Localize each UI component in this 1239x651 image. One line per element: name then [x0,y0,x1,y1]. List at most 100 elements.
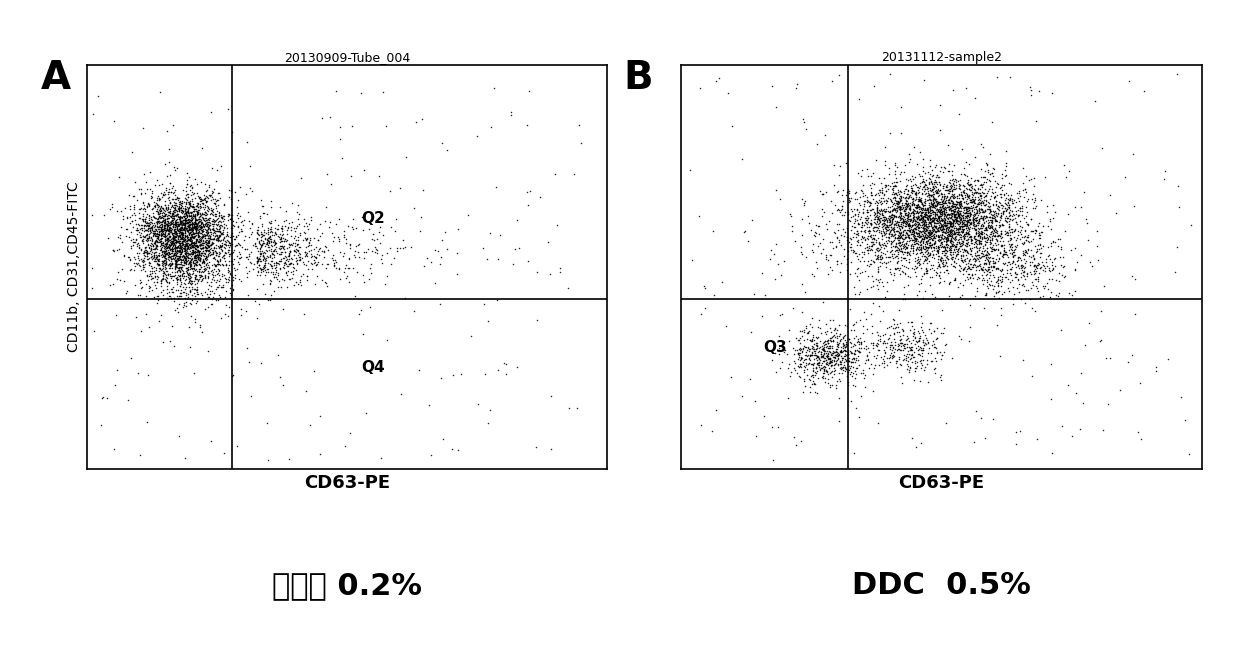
Point [149,229,169,240]
Point [938,187,958,198]
Point [157,260,177,270]
Point [149,263,169,273]
Point [924,207,944,217]
Point [1018,243,1038,254]
Point [831,359,851,369]
Point [927,218,947,229]
Point [937,195,957,205]
Point [160,212,180,222]
Point [1015,213,1035,223]
Point [947,223,966,233]
Point [987,235,1007,245]
Point [180,275,199,285]
Point [165,227,185,238]
Point [955,202,975,212]
Point [164,225,183,235]
Point [273,262,292,272]
Point [943,226,963,236]
Point [892,191,912,201]
Point [926,193,945,204]
Point [201,227,221,237]
Point [923,224,943,234]
Point [145,253,165,264]
Point [898,225,918,236]
Point [995,246,1015,256]
Point [943,202,963,213]
Point [171,227,191,237]
Point [869,345,888,355]
Point [156,231,176,242]
Point [888,237,908,247]
Point [155,250,175,260]
Point [135,214,155,224]
Point [900,227,919,238]
Point [147,206,167,216]
Point [255,260,275,270]
Point [906,233,926,243]
Point [146,198,166,208]
Point [851,368,871,378]
Point [935,219,955,230]
Point [872,338,892,348]
Point [888,196,908,206]
Point [192,195,212,206]
Point [187,250,207,260]
Point [968,230,987,241]
Point [146,249,166,260]
Point [208,200,228,210]
Point [820,356,840,367]
Point [172,207,192,217]
Point [307,249,327,260]
Point [790,242,810,252]
Point [880,229,900,239]
Point [878,234,898,245]
Point [971,203,991,214]
Point [147,241,167,251]
Point [891,238,911,249]
Point [130,213,150,223]
Point [221,186,240,197]
Point [211,241,230,251]
Point [1025,268,1044,279]
Point [183,189,203,199]
Point [167,273,187,284]
Point [172,237,192,247]
Point [147,221,167,231]
Point [917,212,937,222]
Point [795,360,815,370]
Point [900,223,919,233]
Point [151,219,171,229]
Point [980,169,1000,179]
Point [903,198,923,208]
Point [834,231,854,242]
Point [258,240,278,251]
Point [826,346,846,357]
Point [944,207,964,217]
Point [209,247,229,257]
Point [157,225,177,236]
Point [877,286,897,296]
Point [1077,218,1097,229]
Point [919,183,939,193]
Point [193,250,213,260]
Point [185,219,204,229]
Point [191,251,211,261]
Point [309,235,328,245]
Point [991,211,1011,221]
Point [986,215,1006,225]
Point [181,207,201,217]
Point [927,262,947,273]
Point [795,287,815,298]
Point [173,268,193,279]
Point [164,243,183,254]
Point [896,218,916,229]
Point [944,189,964,199]
Point [987,249,1007,260]
Point [1011,202,1031,213]
Point [860,230,880,241]
Point [180,240,199,251]
Point [170,193,190,203]
Point [953,290,973,300]
Point [983,221,1002,232]
Point [903,226,923,236]
